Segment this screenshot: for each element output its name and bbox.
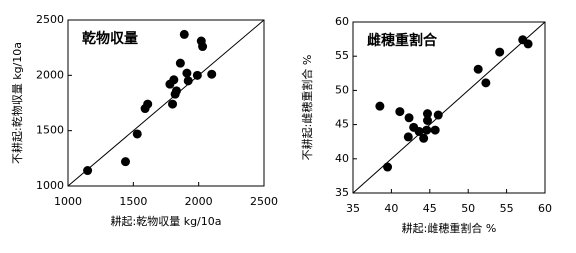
- point: [383, 162, 393, 172]
- y-tick-label: 2000: [36, 68, 64, 81]
- point: [182, 68, 192, 78]
- y-tick-label: 35: [335, 186, 349, 199]
- y-tick-label: 40: [335, 152, 349, 165]
- point: [403, 132, 413, 142]
- point: [207, 69, 217, 79]
- point: [495, 47, 505, 57]
- point: [132, 129, 142, 139]
- x-tick-label: 45: [423, 202, 437, 215]
- point: [481, 78, 491, 88]
- y-axis-label: 不耕起:乾物収量 kg/10a: [10, 42, 24, 164]
- plot-frame: [67, 19, 265, 187]
- x-tick-label: 50: [461, 202, 475, 215]
- point: [473, 64, 483, 74]
- point: [422, 125, 432, 135]
- point: [198, 42, 208, 52]
- point: [414, 126, 424, 136]
- point: [83, 166, 93, 176]
- point: [404, 113, 414, 123]
- y-tick-label: 60: [335, 15, 349, 28]
- y-tick-label: 55: [335, 49, 349, 62]
- x-axis-label: 耕起:乾物収量 kg/10a: [111, 214, 222, 228]
- x-tick-label: 1500: [119, 195, 147, 208]
- x-tick-label: 55: [500, 202, 514, 215]
- point: [183, 76, 193, 86]
- x-tick-label: 2000: [185, 195, 213, 208]
- x-axis-label: 耕起:雌穂重割合 %: [402, 221, 497, 235]
- point: [168, 99, 178, 109]
- point: [143, 99, 153, 109]
- point: [433, 110, 443, 120]
- point: [175, 58, 185, 68]
- x-tick-label: 2500: [250, 195, 278, 208]
- point: [120, 157, 130, 167]
- point: [171, 86, 181, 96]
- x-tick-label: 1000: [54, 195, 82, 208]
- point: [419, 133, 429, 143]
- x-tick-label: 35: [346, 202, 360, 215]
- point: [422, 109, 432, 119]
- y-tick-label: 2500: [36, 13, 64, 26]
- point: [179, 29, 189, 39]
- y-tick-label: 45: [335, 118, 349, 131]
- x-tick-label: 60: [538, 202, 552, 215]
- point: [523, 39, 533, 49]
- point: [430, 125, 440, 135]
- point: [192, 70, 202, 80]
- y-tick-label: 1000: [36, 179, 64, 192]
- point: [169, 75, 179, 85]
- chart-title: 乾物収量: [82, 30, 138, 47]
- point: [422, 115, 432, 125]
- point: [395, 107, 405, 117]
- y-tick-label: 50: [335, 83, 349, 96]
- one-to-one-line: [67, 19, 265, 187]
- x-tick-label: 40: [384, 202, 398, 215]
- y-axis-label: 不耕起:雌穂重割合 %: [300, 55, 314, 161]
- y-tick-label: 1500: [36, 124, 64, 137]
- point: [375, 101, 385, 111]
- chart-title: 雌穂重割合: [367, 32, 438, 49]
- plot-frame: [352, 21, 546, 194]
